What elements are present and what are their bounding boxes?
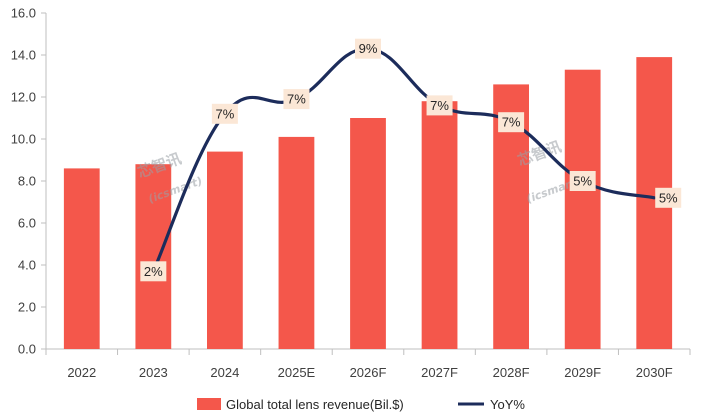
legend: Global total lens revenue(Bil.$) YoY%	[197, 397, 525, 412]
y-tick-label: 2.0	[18, 300, 36, 315]
yoy-data-label-bg	[211, 103, 238, 124]
yoy-data-label: 5%	[573, 174, 592, 189]
bar	[421, 101, 458, 349]
data-labels: 2% 7% 7% 9% 7% 7% 5% 5%	[140, 38, 682, 282]
yoy-data-label-bg	[426, 95, 453, 116]
bar	[63, 168, 100, 349]
yoy-data-label: 7%	[430, 98, 449, 113]
yoy-data-label: 7%	[215, 106, 234, 121]
legend-label-bar: Global total lens revenue(Bil.$)	[226, 397, 404, 412]
yoy-data-label: 7%	[502, 115, 521, 130]
x-tick-label: 2022	[67, 365, 96, 380]
bar	[564, 69, 601, 349]
yoy-data-label-bg	[569, 171, 596, 191]
y-tick-label: 4.0	[18, 258, 36, 273]
x-tick-label: 2023	[139, 365, 168, 380]
x-tick-label: 2025E	[278, 365, 316, 380]
y-tick-label: 12.0	[11, 90, 36, 105]
y-tick-label: 16.0	[11, 6, 36, 21]
x-tick-label: 2030F	[636, 365, 673, 380]
x-tick-label: 2024	[210, 365, 239, 380]
yoy-data-label: 9%	[359, 41, 378, 56]
y-tick-label: 6.0	[18, 216, 36, 231]
bar	[350, 118, 386, 349]
axes: 0.0 2.0 4.0 6.0 8.0 10.0 12.0 14.0 16.0 2022 2023 2…	[11, 6, 691, 380]
y-tick-label: 0.0	[18, 342, 36, 357]
x-tick-label: 2029F	[564, 365, 601, 380]
yoy-data-label-bg	[140, 261, 167, 282]
legend-label-line: YoY%	[490, 397, 525, 412]
yoy-data-label-bg	[283, 89, 310, 110]
legend-swatch-bar	[197, 398, 221, 410]
bar	[207, 151, 243, 349]
x-tick-label: 2026F	[350, 365, 387, 380]
y-tick-label: 10.0	[11, 132, 36, 147]
yoy-data-label-bg	[355, 38, 381, 59]
bar	[135, 164, 172, 349]
yoy-data-label: 7%	[287, 92, 306, 107]
x-tick-label: 2028F	[493, 365, 530, 380]
x-tick-label: 2027F	[421, 365, 458, 380]
yoy-data-label: 5%	[659, 190, 678, 205]
y-tick-label: 14.0	[11, 48, 36, 63]
y-tick-label: 8.0	[18, 174, 36, 189]
bar	[278, 136, 315, 349]
yoy-data-label-bg	[498, 112, 525, 133]
yoy-data-label: 2%	[144, 264, 163, 279]
yoy-data-label-bg	[655, 187, 682, 208]
